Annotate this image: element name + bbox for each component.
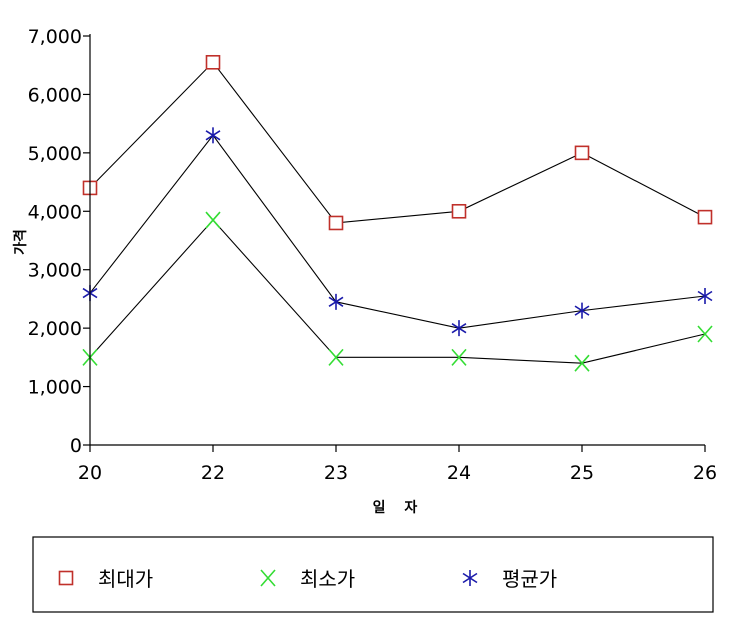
- series-line: [89, 61, 706, 224]
- legend-marker: [260, 569, 276, 587]
- x-tick-label: 26: [693, 462, 717, 484]
- series-평균가: [82, 127, 713, 337]
- y-tick-label: 0: [70, 435, 82, 457]
- y-tick-label: 4,000: [28, 201, 82, 223]
- y-axis-title: 가격: [12, 229, 29, 255]
- data-point: [574, 354, 590, 372]
- legend-item: 최대가: [58, 567, 153, 591]
- data-point: [697, 325, 713, 343]
- y-tick-label: 6,000: [28, 84, 82, 106]
- data-point: [574, 145, 590, 161]
- y-tick-label: 3,000: [28, 260, 82, 282]
- data-point: [451, 320, 467, 337]
- x-tick-label: 22: [201, 462, 225, 484]
- data-point: [205, 127, 221, 144]
- data-point: [205, 54, 221, 70]
- legend-marker: [58, 570, 74, 586]
- series-line: [89, 219, 706, 364]
- data-point: [697, 209, 713, 225]
- x-tick-label: 25: [570, 462, 594, 484]
- series-line: [89, 134, 706, 329]
- legend: 최대가 최소가 평균가: [32, 536, 714, 613]
- legend-box: [32, 536, 714, 613]
- data-point: [451, 348, 467, 366]
- data-point: [205, 211, 221, 229]
- y-tick-label: 2,000: [28, 318, 82, 340]
- x-tick-label: 24: [447, 462, 471, 484]
- data-point: [451, 203, 467, 219]
- legend-item: 평균가: [462, 567, 557, 591]
- legend-label: 평균가: [502, 567, 557, 591]
- legend-label: 최대가: [98, 567, 153, 591]
- x-tick-label: 20: [78, 462, 102, 484]
- y-tick-label: 7,000: [28, 26, 82, 48]
- series-최대가: [82, 54, 713, 231]
- legend-marker: [462, 570, 478, 586]
- x-axis-title: 일 자: [373, 500, 418, 516]
- x-tick-label: 23: [324, 462, 348, 484]
- data-point: [574, 302, 590, 319]
- data-point: [328, 348, 344, 366]
- legend-item: 최소가: [260, 567, 355, 591]
- y-axis: 0 1,000 2,000 3,000 4,000 5,000 6,000 7,000: [28, 26, 91, 457]
- legend-label: 최소가: [300, 567, 355, 591]
- y-tick-label: 1,000: [28, 377, 82, 399]
- series-최소가: [82, 211, 713, 372]
- y-tick-label: 5,000: [28, 143, 82, 165]
- x-axis: 20 22 23 24 25 26: [78, 444, 717, 484]
- data-point: [697, 288, 713, 305]
- data-point: [328, 215, 344, 231]
- data-point: [328, 293, 344, 310]
- plot-area: [82, 54, 713, 372]
